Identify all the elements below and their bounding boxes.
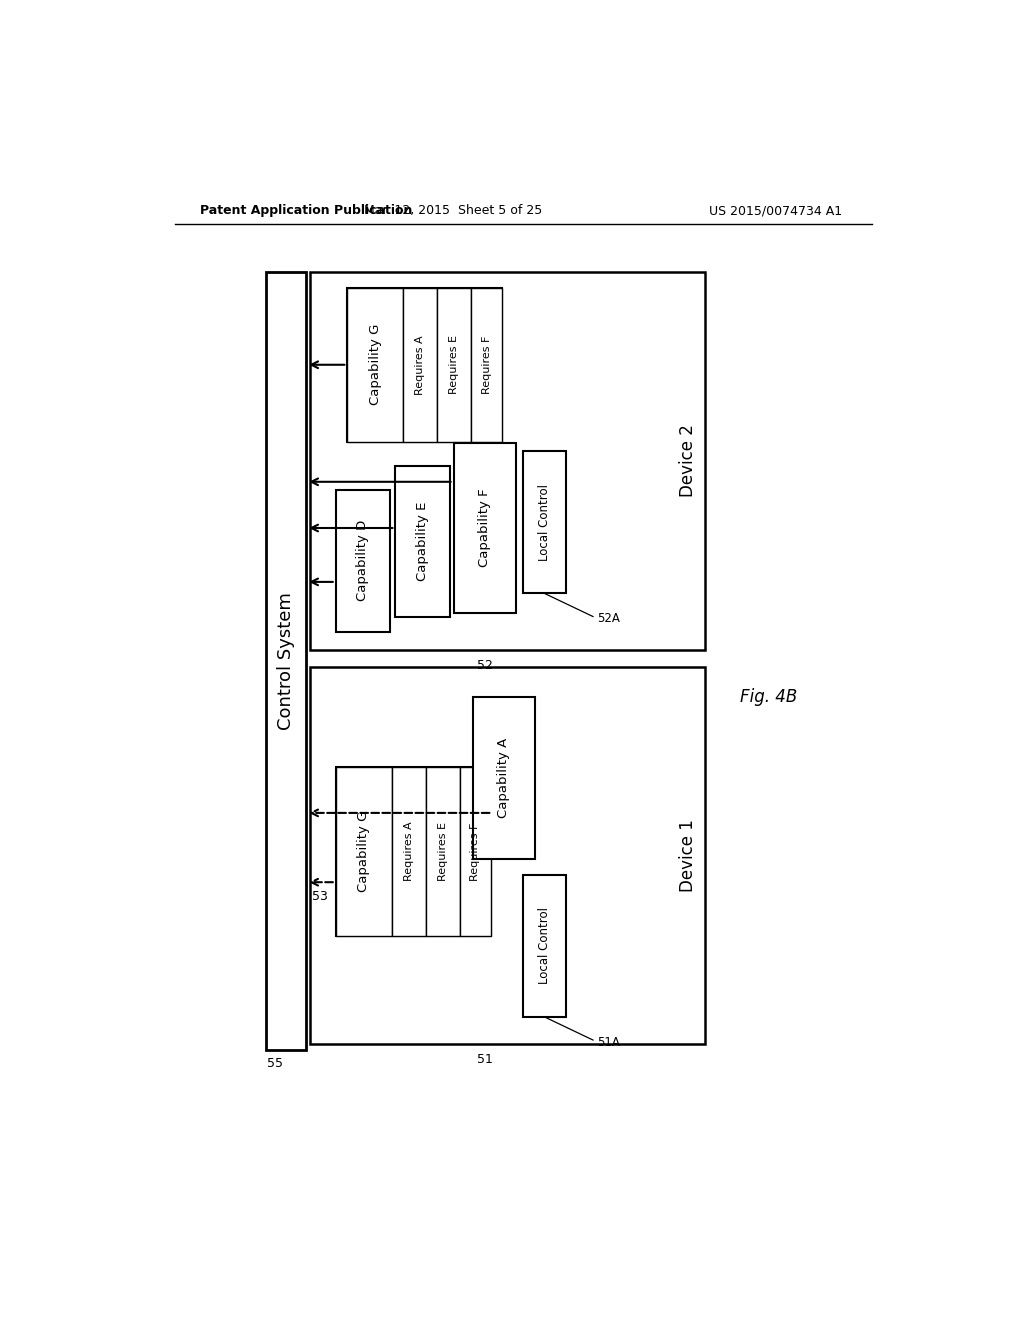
Text: 51A: 51A <box>597 1036 620 1049</box>
Text: Capability A: Capability A <box>498 738 510 818</box>
Text: US 2015/0074734 A1: US 2015/0074734 A1 <box>710 205 843 218</box>
Text: Requires A: Requires A <box>415 335 425 395</box>
Text: 52: 52 <box>476 659 493 672</box>
Text: Device 1: Device 1 <box>679 818 697 892</box>
Text: Control System: Control System <box>278 593 295 730</box>
Text: Requires E: Requires E <box>450 335 460 395</box>
Bar <box>266 272 306 1051</box>
Text: 51: 51 <box>476 1053 493 1065</box>
Bar <box>437 288 471 442</box>
Text: 53: 53 <box>312 890 329 903</box>
Text: Patent Application Publication: Patent Application Publication <box>200 205 413 218</box>
Text: Mar. 12, 2015  Sheet 5 of 25: Mar. 12, 2015 Sheet 5 of 25 <box>365 205 543 218</box>
Bar <box>454 444 515 612</box>
Text: Requires F: Requires F <box>482 335 492 393</box>
Bar <box>395 466 450 616</box>
Text: Capability D: Capability D <box>356 520 370 602</box>
Bar <box>426 767 460 936</box>
Text: Local Control: Local Control <box>538 483 551 561</box>
Text: Device 2: Device 2 <box>679 425 697 498</box>
Bar <box>391 767 426 936</box>
Text: Fig. 4B: Fig. 4B <box>740 689 798 706</box>
Bar <box>347 288 403 442</box>
Bar <box>471 288 503 442</box>
Bar <box>336 767 490 936</box>
Text: 52A: 52A <box>597 612 620 626</box>
Text: Requires E: Requires E <box>437 822 447 880</box>
Bar <box>473 697 535 859</box>
Text: Requires F: Requires F <box>470 822 480 880</box>
Bar <box>310 272 706 649</box>
Bar <box>523 451 566 594</box>
Bar <box>460 767 490 936</box>
Text: Capability F: Capability F <box>478 488 490 568</box>
Text: 55: 55 <box>267 1057 284 1071</box>
Bar <box>336 767 391 936</box>
Text: Capability G: Capability G <box>357 810 370 892</box>
Bar <box>310 667 706 1044</box>
Bar <box>403 288 437 442</box>
Text: Local Control: Local Control <box>538 907 551 985</box>
Bar <box>336 490 390 632</box>
Text: Capability G: Capability G <box>369 325 382 405</box>
Bar <box>347 288 503 442</box>
Bar <box>523 874 566 1016</box>
Text: Capability E: Capability E <box>416 502 429 581</box>
Text: Requires A: Requires A <box>403 821 414 882</box>
